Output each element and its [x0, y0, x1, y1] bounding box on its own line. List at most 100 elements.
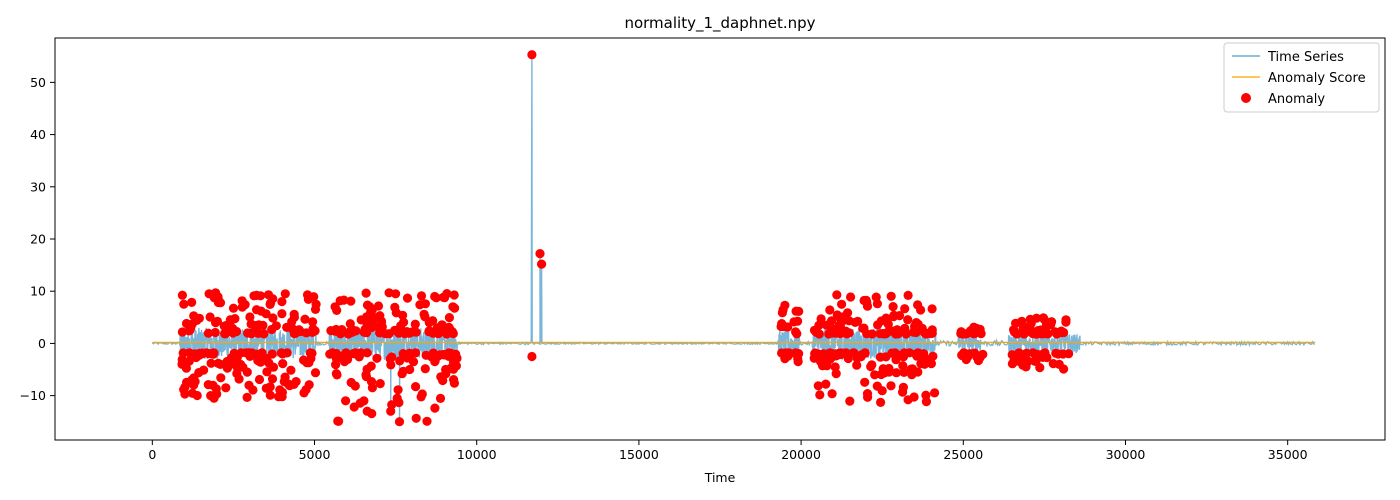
- anomaly-point: [452, 353, 462, 363]
- anomaly-point: [335, 296, 345, 306]
- anomaly-point: [278, 359, 288, 369]
- anomaly-point: [194, 368, 204, 378]
- anomaly-point: [179, 299, 189, 309]
- anomaly-point: [430, 403, 440, 413]
- anomaly-point: [791, 306, 801, 316]
- anomaly-point: [422, 416, 432, 426]
- anomaly-point: [913, 348, 923, 358]
- anomaly-point: [300, 314, 310, 324]
- x-tick-label: 30000: [1106, 447, 1146, 462]
- anomaly-point: [411, 413, 421, 423]
- anomaly-point: [361, 370, 371, 380]
- anomaly-point: [375, 379, 385, 389]
- anomaly-point: [971, 323, 981, 333]
- anomaly-point: [367, 383, 377, 393]
- anomaly-point: [818, 361, 828, 371]
- anomaly-point: [813, 381, 823, 391]
- anomaly-point: [1026, 318, 1036, 328]
- anomaly-point: [900, 304, 910, 314]
- anomaly-point: [249, 291, 259, 301]
- anomaly-point: [255, 291, 266, 301]
- anomaly-point: [308, 317, 318, 327]
- anomaly-point: [927, 304, 937, 314]
- anomaly-point: [1038, 352, 1048, 362]
- anomaly-point: [1037, 329, 1047, 339]
- anomaly-point: [341, 396, 351, 406]
- anomaly-point: [1038, 313, 1048, 323]
- anomaly-point: [420, 299, 430, 309]
- anomaly-point: [391, 289, 401, 299]
- anomaly-point: [372, 353, 382, 363]
- anomaly-point: [1057, 328, 1067, 338]
- anomaly-point: [926, 328, 936, 338]
- anomaly-point: [390, 302, 400, 312]
- anomaly-point: [186, 323, 196, 333]
- anomaly-point: [891, 355, 901, 365]
- anomaly-point: [204, 349, 214, 359]
- anomaly-point: [213, 358, 223, 368]
- anomaly-point: [903, 395, 913, 405]
- chart-title: normality_1_daphnet.npy: [624, 14, 815, 33]
- x-tick-label: 20000: [781, 447, 821, 462]
- anomaly-point: [891, 368, 902, 378]
- anomaly-point: [1013, 356, 1024, 366]
- anomaly-point: [860, 348, 870, 358]
- anomaly-point: [789, 317, 799, 327]
- anomaly-point: [903, 290, 913, 300]
- anomaly-point: [303, 294, 313, 304]
- anomaly-point: [825, 348, 835, 358]
- anomaly-point: [832, 290, 842, 300]
- anomaly-point: [187, 375, 197, 385]
- anomaly-point: [405, 364, 415, 375]
- anomaly-point: [366, 323, 376, 333]
- anomaly-point: [311, 299, 321, 309]
- anomaly-point: [435, 393, 446, 403]
- anomaly-point: [849, 348, 859, 358]
- anomaly-point: [404, 328, 414, 338]
- anomaly-point: [203, 380, 213, 390]
- anomaly-point: [250, 321, 260, 331]
- anomaly-point: [921, 390, 931, 400]
- anomaly-point: [862, 389, 873, 399]
- anomaly-point: [271, 321, 281, 331]
- anomaly-point: [793, 357, 803, 367]
- anomaly-point: [442, 289, 452, 299]
- anomaly-point: [350, 348, 360, 358]
- anomaly-point: [280, 289, 290, 299]
- anomaly-point: [238, 362, 248, 372]
- anomaly-point: [331, 324, 341, 335]
- anomaly-point: [846, 292, 856, 302]
- anomaly-point: [903, 315, 913, 325]
- legend: Time Series Anomaly Score Anomaly: [1223, 42, 1380, 113]
- x-axis-ticks: 0 5000 10000 15000 20000 25000 30000 35000: [148, 440, 1308, 462]
- anomaly-point: [1048, 359, 1058, 369]
- legend-swatch-anomaly: [1241, 93, 1251, 103]
- anomaly-point: [888, 312, 899, 322]
- anomaly-point: [815, 390, 825, 400]
- legend-label-anomaly: Anomaly: [1268, 92, 1325, 107]
- anomaly-point: [331, 369, 341, 379]
- anomaly-point: [822, 320, 832, 330]
- anomaly-point: [301, 328, 311, 338]
- anomaly-point: [177, 327, 187, 337]
- anomaly-point: [299, 388, 309, 398]
- anomaly-point: [228, 328, 238, 338]
- anomaly-point: [277, 392, 287, 402]
- anomaly-point: [899, 367, 909, 377]
- anomaly-point: [230, 314, 240, 324]
- anomaly-point: [438, 375, 448, 386]
- anomaly-point: [852, 360, 862, 370]
- anomaly-point: [268, 313, 278, 323]
- anomaly-point: [398, 310, 408, 320]
- anomaly-point: [837, 299, 847, 309]
- anomaly-point: [223, 362, 233, 372]
- anomaly-point: [346, 327, 356, 338]
- anomaly-point: [289, 309, 299, 319]
- anomaly-point: [428, 316, 438, 326]
- anomaly-point: [361, 288, 371, 298]
- anomaly-point: [359, 327, 369, 337]
- y-tick-label: 20: [30, 232, 46, 247]
- anomaly-point: [853, 316, 863, 326]
- anomaly-point: [310, 368, 321, 378]
- anomaly-point: [1031, 354, 1041, 364]
